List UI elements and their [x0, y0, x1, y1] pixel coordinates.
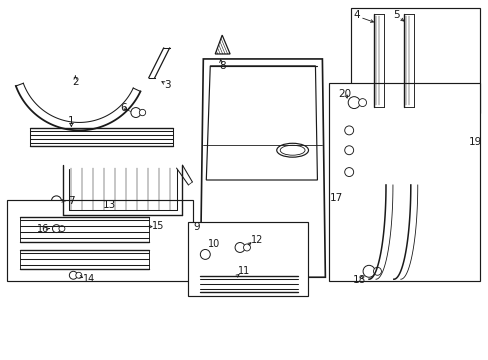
Circle shape [69, 271, 77, 279]
Circle shape [373, 267, 381, 275]
Text: 9: 9 [193, 222, 199, 231]
Circle shape [139, 109, 145, 116]
Text: 20: 20 [338, 89, 351, 99]
Circle shape [344, 126, 353, 135]
Circle shape [362, 265, 374, 277]
Bar [7, 200, 193, 281]
Text: 1: 1 [68, 116, 75, 126]
Text: 10: 10 [208, 239, 220, 249]
Text: 3: 3 [164, 80, 171, 90]
Text: 18: 18 [352, 275, 365, 285]
Text: 7: 7 [68, 196, 75, 206]
Text: 12: 12 [250, 234, 263, 244]
Circle shape [52, 225, 61, 233]
Ellipse shape [276, 143, 308, 157]
Text: 8: 8 [219, 61, 225, 71]
Text: 6: 6 [121, 103, 127, 113]
Text: 19: 19 [468, 137, 481, 147]
Text: 11: 11 [237, 266, 250, 276]
Circle shape [344, 146, 353, 155]
Bar [188, 222, 307, 296]
Text: 17: 17 [329, 193, 342, 203]
Circle shape [358, 99, 366, 107]
Circle shape [347, 96, 359, 109]
Circle shape [344, 168, 353, 176]
Circle shape [59, 226, 65, 231]
Text: 14: 14 [83, 274, 95, 284]
Polygon shape [215, 35, 230, 54]
Circle shape [243, 244, 250, 251]
Circle shape [131, 108, 141, 117]
Ellipse shape [280, 145, 305, 155]
Text: 13: 13 [102, 200, 116, 210]
Polygon shape [206, 66, 317, 180]
Circle shape [235, 243, 244, 252]
Text: 16: 16 [38, 224, 50, 234]
Circle shape [200, 249, 210, 260]
Circle shape [76, 272, 81, 278]
Text: 2: 2 [72, 77, 79, 87]
Bar [328, 83, 479, 281]
Text: 4: 4 [353, 10, 360, 20]
Circle shape [51, 196, 61, 206]
Bar [350, 8, 479, 113]
Text: 15: 15 [151, 221, 163, 231]
Text: 5: 5 [393, 10, 399, 20]
Polygon shape [200, 59, 325, 277]
